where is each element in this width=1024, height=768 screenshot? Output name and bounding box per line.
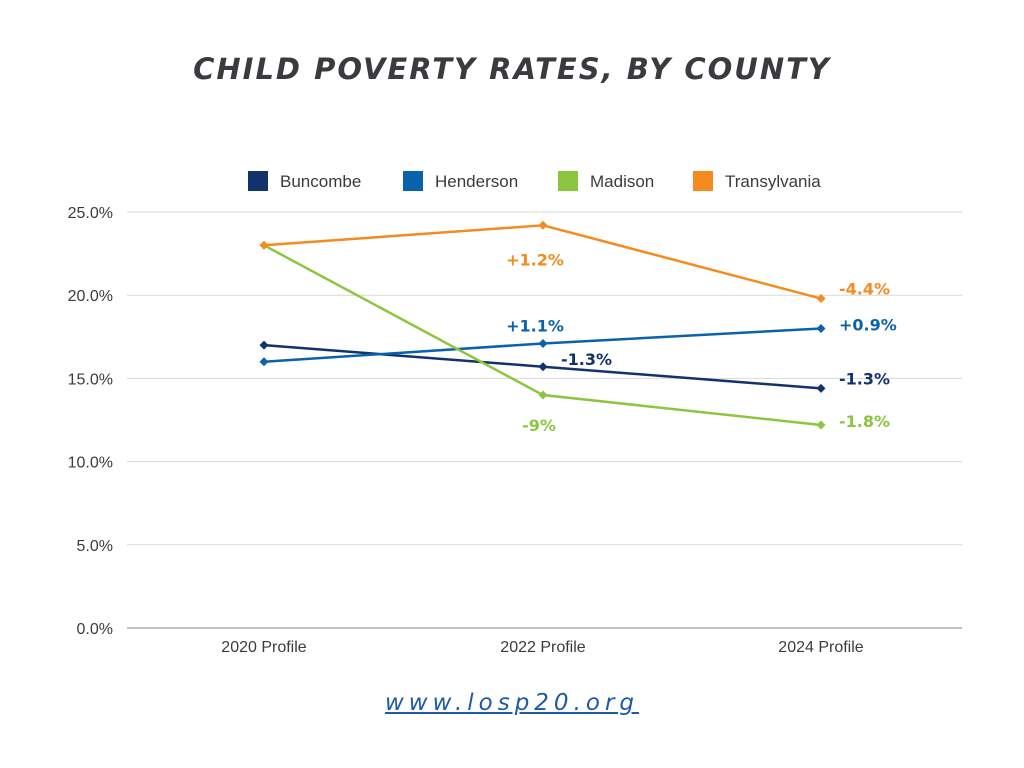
data-label: -4.4% [839, 280, 890, 299]
website-link[interactable]: www.losp20.org [384, 690, 640, 716]
data-point [816, 323, 826, 333]
legend-swatch [693, 171, 713, 191]
legend-label: Transylvania [725, 172, 821, 191]
data-labels: -1.3% -1.3% +1.1% +0.9% -9% -1.8% +1.2% -4.4% [506, 250, 897, 435]
data-point [259, 340, 269, 350]
data-point [538, 338, 548, 348]
series-henderson [259, 323, 826, 367]
series-transylvania [259, 220, 826, 304]
data-point [538, 220, 548, 230]
legend-item: Madison [558, 171, 654, 191]
chart-legend: Buncombe Henderson Madison Transylvania [248, 171, 821, 191]
data-label: +0.9% [839, 315, 897, 334]
data-label: -9% [522, 416, 556, 435]
series-lines [259, 220, 826, 430]
y-axis: 0.0% 5.0% 10.0% 15.0% 20.0% 25.0% [68, 205, 113, 638]
legend-swatch [403, 171, 423, 191]
data-point [816, 383, 826, 393]
legend-item: Transylvania [693, 171, 821, 191]
y-tick-label: 10.0% [68, 455, 113, 472]
legend-label: Buncombe [280, 172, 361, 191]
chart-title: CHILD POVERTY RATES, BY COUNTY [193, 52, 831, 86]
data-point [816, 294, 826, 304]
data-point [538, 362, 548, 372]
data-label: -1.3% [839, 369, 890, 388]
data-point [538, 390, 548, 400]
data-label: +1.1% [506, 316, 564, 335]
y-tick-label: 25.0% [68, 205, 113, 222]
series-buncombe [259, 340, 826, 393]
chart-gridlines [127, 211, 962, 629]
x-tick-label: 2024 Profile [778, 639, 863, 656]
data-label: +1.2% [506, 250, 564, 269]
legend-label: Madison [590, 172, 654, 191]
x-tick-label: 2020 Profile [221, 639, 306, 656]
data-label: -1.3% [561, 350, 612, 369]
data-label: -1.8% [839, 412, 890, 431]
y-tick-label: 0.0% [77, 621, 113, 638]
y-tick-label: 20.0% [68, 288, 113, 305]
x-axis: 2020 Profile 2022 Profile 2024 Profile [221, 639, 863, 656]
data-point [816, 420, 826, 430]
data-point [259, 357, 269, 367]
legend-item: Buncombe [248, 171, 361, 191]
y-tick-label: 5.0% [77, 538, 113, 555]
legend-label: Henderson [435, 172, 518, 191]
legend-swatch [558, 171, 578, 191]
data-point [259, 240, 269, 250]
y-tick-label: 15.0% [68, 371, 113, 388]
x-tick-label: 2022 Profile [500, 639, 585, 656]
legend-item: Henderson [403, 171, 518, 191]
legend-swatch [248, 171, 268, 191]
